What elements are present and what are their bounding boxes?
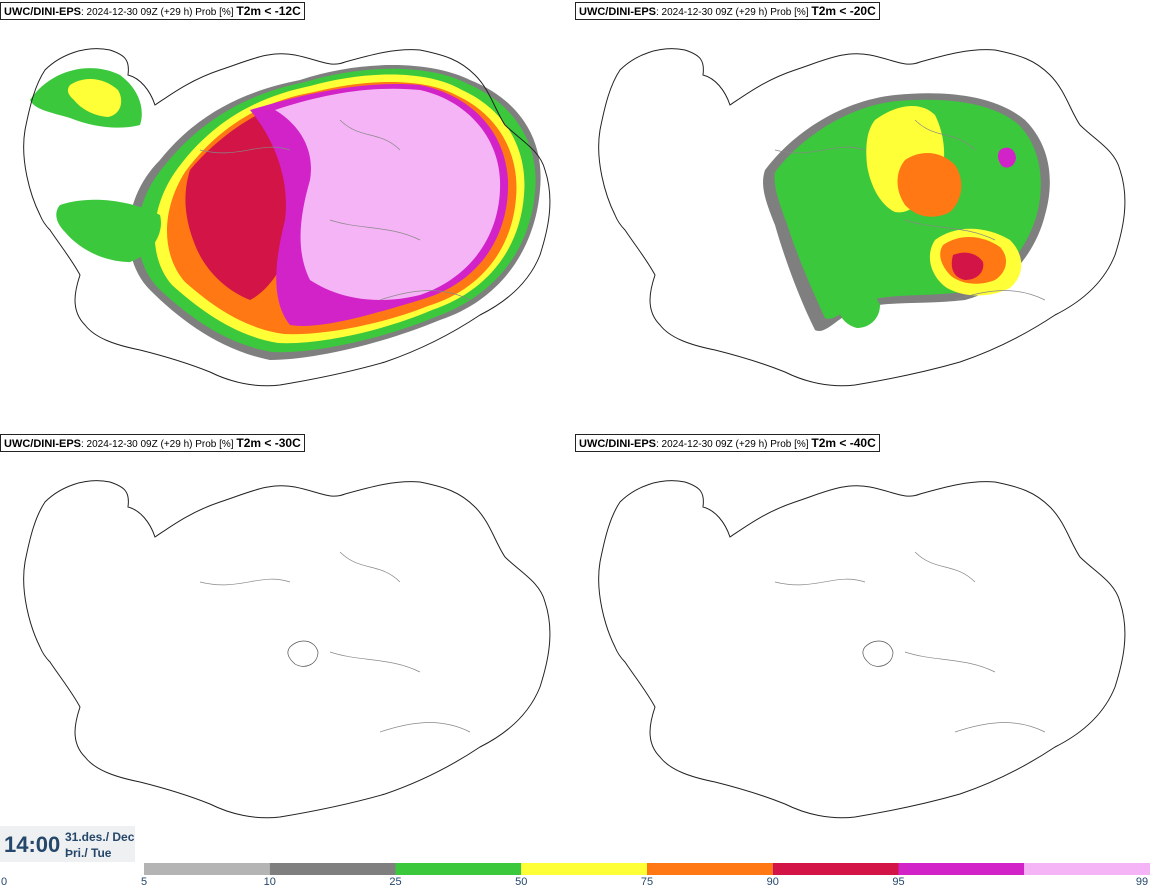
colorbar-segment bbox=[521, 863, 647, 875]
prob-shading bbox=[763, 93, 1050, 331]
model-name: UWC/DINI-EPS bbox=[4, 6, 81, 18]
colorbar-tick-label: 75 bbox=[640, 876, 654, 888]
colorbar-tick-label: 90 bbox=[766, 876, 779, 888]
coastline bbox=[598, 480, 1126, 819]
colorbar-tick-label: 10 bbox=[263, 876, 276, 888]
iceland-map bbox=[598, 48, 1126, 387]
colorbar-tick-label: 50 bbox=[515, 876, 528, 888]
valid-date: 31.des./ Dec bbox=[65, 830, 135, 844]
panel-title: UWC/DINI-EPS: 2024-12-30 09Z (+29 h) Pro… bbox=[0, 434, 305, 452]
coastline bbox=[23, 48, 551, 387]
iceland-map bbox=[23, 480, 551, 819]
colorbar-segment bbox=[269, 863, 396, 875]
valid-time-box: 14:00 31.des./ Dec Þri./ Tue bbox=[0, 826, 135, 862]
probability-colorbar bbox=[144, 863, 1150, 875]
variable-label: T2m < -20C bbox=[811, 4, 876, 18]
colorbar-tick-label: 5 bbox=[140, 876, 148, 888]
run-info: : 2024-12-30 09Z (+29 h) Prob [%] bbox=[81, 439, 234, 450]
prob-shading bbox=[30, 65, 541, 360]
map-panel-t2m-lt-m20: UWC/DINI-EPS: 2024-12-30 09Z (+29 h) Pro… bbox=[575, 0, 1150, 432]
variable-label: T2m < -30C bbox=[236, 436, 301, 450]
colorbar-tick-label: 99 bbox=[1135, 876, 1149, 888]
variable-label: T2m < -12C bbox=[236, 4, 301, 18]
variable-label: T2m < -40C bbox=[811, 436, 876, 450]
coastline bbox=[598, 48, 1126, 387]
run-info: : 2024-12-30 09Z (+29 h) Prob [%] bbox=[656, 439, 809, 450]
coastline bbox=[23, 480, 551, 819]
colorbar-segment bbox=[898, 863, 1025, 875]
panel-title: UWC/DINI-EPS: 2024-12-30 09Z (+29 h) Pro… bbox=[575, 434, 880, 452]
map-panel-t2m-lt-m40: UWC/DINI-EPS: 2024-12-30 09Z (+29 h) Pro… bbox=[575, 432, 1150, 864]
model-name: UWC/DINI-EPS bbox=[579, 6, 656, 18]
colorbar-tick-label: 25 bbox=[389, 876, 402, 888]
panel-title: UWC/DINI-EPS: 2024-12-30 09Z (+29 h) Pro… bbox=[575, 2, 880, 20]
run-info: : 2024-12-30 09Z (+29 h) Prob [%] bbox=[81, 7, 234, 18]
panel-title: UWC/DINI-EPS: 2024-12-30 09Z (+29 h) Pro… bbox=[0, 2, 305, 20]
iceland-map bbox=[23, 48, 551, 387]
run-info: : 2024-12-30 09Z (+29 h) Prob [%] bbox=[656, 7, 809, 18]
model-name: UWC/DINI-EPS bbox=[579, 438, 656, 450]
valid-time: 14:00 bbox=[4, 832, 61, 857]
colorbar-segment bbox=[1024, 863, 1150, 875]
valid-weekday: Þri./ Tue bbox=[65, 846, 112, 860]
colorbar-segment bbox=[144, 863, 270, 875]
map-panel-t2m-lt-m12: UWC/DINI-EPS: 2024-12-30 09Z (+29 h) Pro… bbox=[0, 0, 575, 432]
map-panel-t2m-lt-m30: UWC/DINI-EPS: 2024-12-30 09Z (+29 h) Pro… bbox=[0, 432, 575, 864]
colorbar-segment bbox=[395, 863, 522, 875]
iceland-map bbox=[598, 480, 1126, 819]
colorbar-segment bbox=[647, 863, 773, 875]
model-name: UWC/DINI-EPS bbox=[4, 438, 81, 450]
colorbar-tick-label: 95 bbox=[892, 876, 905, 888]
colorbar-segment bbox=[772, 863, 899, 875]
colorbar-tick-label: 0 bbox=[0, 876, 8, 888]
